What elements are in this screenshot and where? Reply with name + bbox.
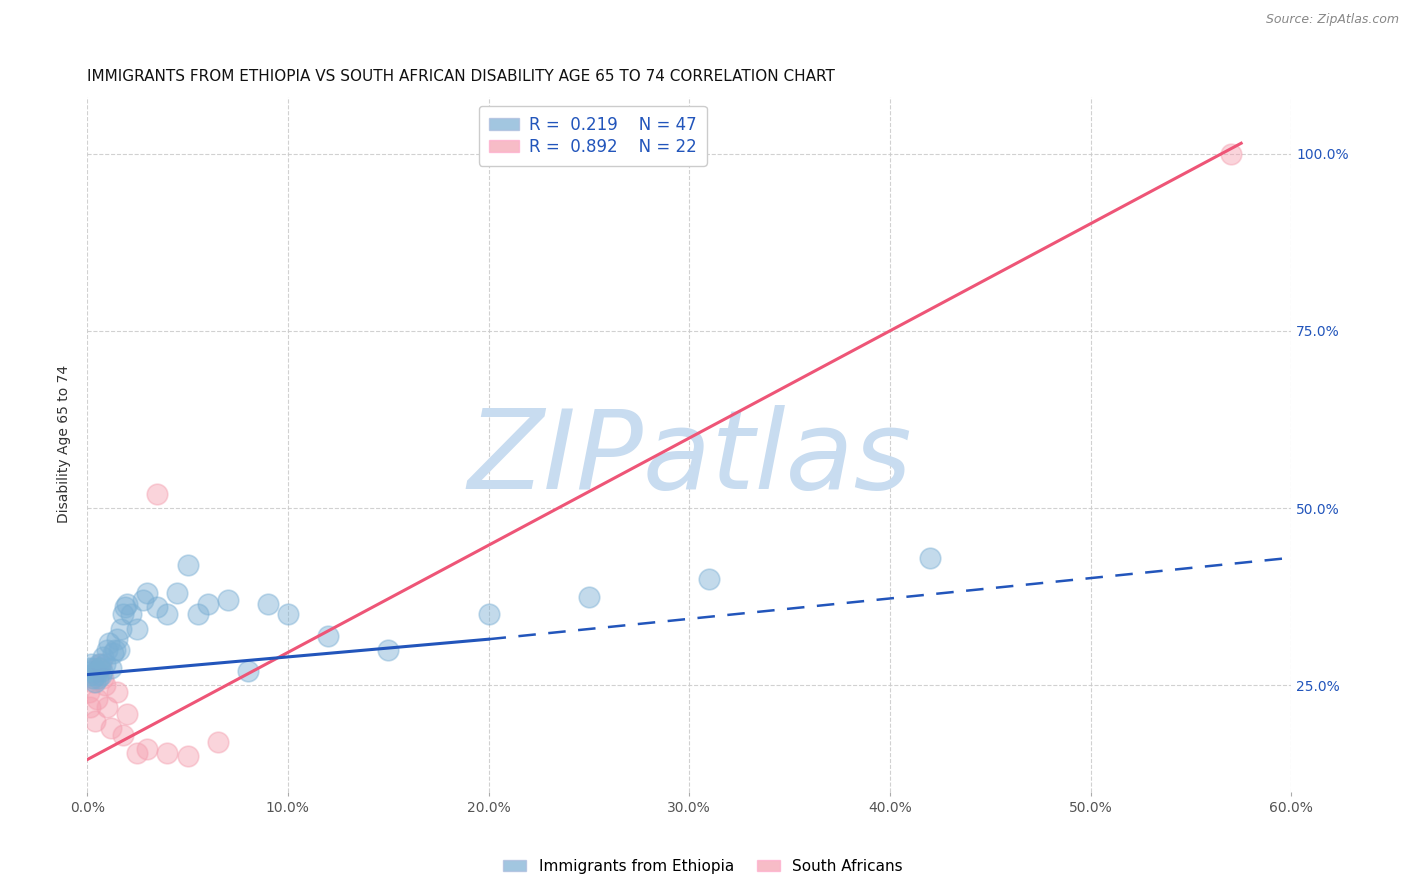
- Point: [316, 629, 339, 643]
- Point: [117, 706, 139, 721]
- Point: [156, 746, 179, 760]
- Point: [94, 657, 117, 671]
- Point: [86, 664, 108, 678]
- Point: [103, 646, 125, 660]
- Legend: R =  0.219    N = 47, R =  0.892    N = 22: R = 0.219 N = 47, R = 0.892 N = 22: [479, 105, 707, 166]
- Point: [86, 692, 108, 706]
- Point: [108, 643, 131, 657]
- Point: [176, 749, 198, 764]
- Point: [112, 728, 135, 742]
- Point: [79, 667, 101, 681]
- Point: [136, 586, 159, 600]
- Point: [82, 674, 104, 689]
- Point: [89, 660, 111, 674]
- Point: [90, 667, 112, 681]
- Point: [80, 671, 103, 685]
- Point: [79, 699, 101, 714]
- Text: ZIPatlas: ZIPatlas: [467, 405, 911, 512]
- Y-axis label: Disability Age 65 to 74: Disability Age 65 to 74: [58, 366, 72, 524]
- Point: [127, 746, 149, 760]
- Point: [84, 674, 107, 689]
- Point: [77, 660, 100, 674]
- Text: IMMIGRANTS FROM ETHIOPIA VS SOUTH AFRICAN DISABILITY AGE 65 TO 74 CORRELATION CH: IMMIGRANTS FROM ETHIOPIA VS SOUTH AFRICA…: [87, 69, 835, 84]
- Point: [94, 678, 117, 692]
- Point: [89, 660, 111, 674]
- Legend: Immigrants from Ethiopia, South Africans: Immigrants from Ethiopia, South Africans: [498, 853, 908, 880]
- Point: [697, 572, 720, 586]
- Point: [146, 487, 169, 501]
- Point: [104, 643, 127, 657]
- Point: [127, 622, 149, 636]
- Point: [236, 664, 259, 678]
- Point: [176, 558, 198, 572]
- Point: [136, 742, 159, 756]
- Point: [105, 685, 128, 699]
- Point: [83, 660, 105, 674]
- Point: [477, 607, 499, 622]
- Point: [132, 593, 155, 607]
- Point: [84, 714, 107, 728]
- Point: [96, 643, 118, 657]
- Point: [197, 597, 219, 611]
- Point: [90, 657, 112, 671]
- Point: [91, 649, 114, 664]
- Text: Source: ZipAtlas.com: Source: ZipAtlas.com: [1265, 13, 1399, 27]
- Point: [110, 622, 132, 636]
- Point: [277, 607, 299, 622]
- Point: [100, 660, 122, 674]
- Point: [84, 667, 107, 681]
- Point: [77, 685, 100, 699]
- Point: [91, 664, 114, 678]
- Point: [217, 593, 239, 607]
- Point: [91, 671, 114, 685]
- Point: [100, 721, 122, 735]
- Point: [89, 657, 111, 671]
- Point: [96, 699, 118, 714]
- Point: [120, 607, 142, 622]
- Point: [186, 607, 208, 622]
- Point: [207, 735, 229, 749]
- Point: [578, 590, 600, 604]
- Point: [98, 636, 121, 650]
- Point: [166, 586, 188, 600]
- Point: [82, 671, 104, 685]
- Point: [82, 664, 104, 678]
- Point: [105, 632, 128, 647]
- Point: [87, 671, 110, 685]
- Point: [1220, 146, 1243, 161]
- Point: [80, 657, 103, 671]
- Point: [117, 597, 139, 611]
- Point: [377, 643, 399, 657]
- Point: [146, 600, 169, 615]
- Point: [156, 607, 179, 622]
- Point: [112, 607, 135, 622]
- Point: [256, 597, 278, 611]
- Point: [114, 600, 136, 615]
- Point: [920, 550, 942, 565]
